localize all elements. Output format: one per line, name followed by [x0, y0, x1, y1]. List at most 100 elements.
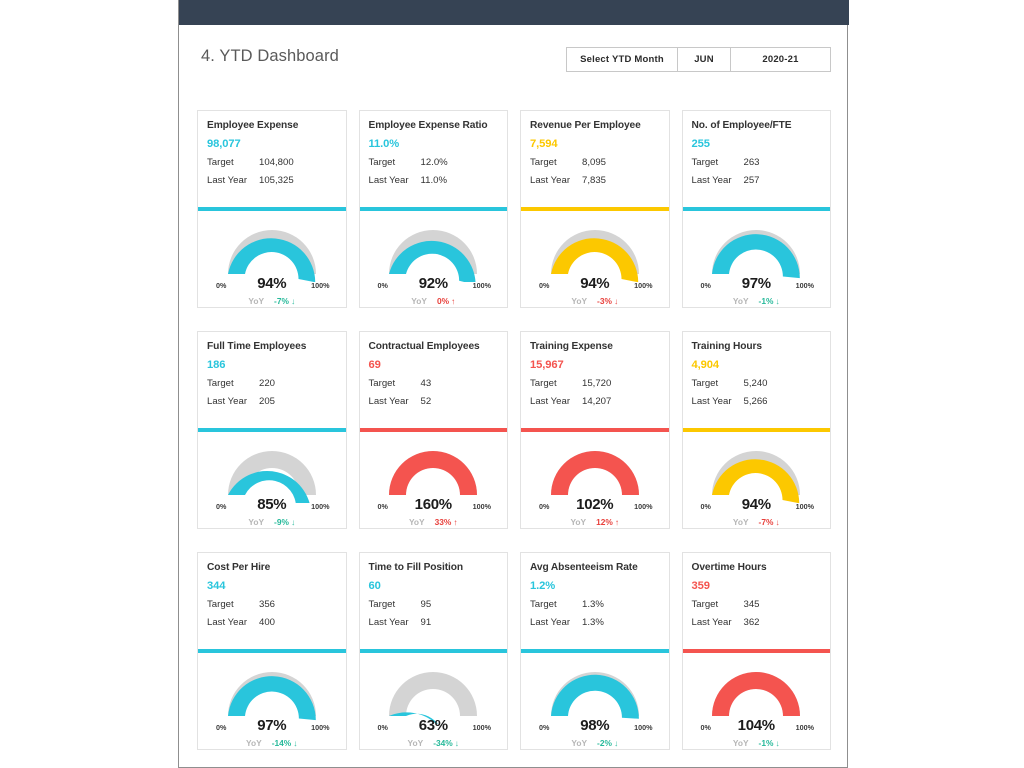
- gauge-percent-value: 85%: [257, 496, 287, 513]
- kpi-target-label: Target: [207, 157, 234, 168]
- kpi-target-value: 5,240: [743, 378, 768, 389]
- kpi-target-row: Target 5,240: [692, 378, 822, 389]
- selected-month-value[interactable]: JUN: [678, 47, 731, 72]
- kpi-target-row: Target 104,800: [207, 157, 337, 168]
- kpi-target-row: Target 356: [207, 599, 337, 610]
- kpi-current-value: 344: [207, 580, 226, 592]
- kpi-card[interactable]: Full Time Employees 186 Target 220 Last Year…: [197, 331, 347, 529]
- kpi-last-year-row: Last Year 5,266: [692, 396, 822, 407]
- yoy-percent: -1%: [758, 296, 774, 306]
- yoy-percent: -3%: [597, 296, 612, 306]
- kpi-card[interactable]: Training Hours 4,904 Target 5,240 Last Year 5…: [681, 331, 831, 529]
- gauge-min-label: 0%: [539, 723, 550, 732]
- kpi-last-year-label: Last Year: [530, 617, 571, 628]
- kpi-last-year-label: Last Year: [530, 396, 571, 407]
- kpi-target-label: Target: [530, 378, 557, 389]
- kpi-yoy-row: YoY -14% ↓: [198, 738, 346, 748]
- selected-year-value[interactable]: 2020-21: [731, 47, 831, 72]
- kpi-card[interactable]: Time to Fill Position 60 Target 95 Last Year…: [358, 552, 508, 750]
- yoy-label: YoY: [732, 738, 749, 748]
- yoy-label: YoY: [248, 296, 265, 306]
- kpi-card-header: Employee Expense Ratio 11.0% Target 12.0% La…: [360, 111, 508, 205]
- gauge-percent-value: 63%: [418, 717, 448, 734]
- kpi-current-value: 255: [691, 138, 710, 150]
- kpi-gauge: 0% 94% 100% YoY -7% ↓: [683, 438, 831, 528]
- yoy-arrow-icon: ↓: [613, 738, 619, 748]
- kpi-target-row: Target 15,720: [530, 378, 660, 389]
- kpi-last-year-value: 14,207: [582, 396, 612, 407]
- yoy-percent: -2%: [597, 738, 612, 748]
- kpi-accent-bar: [359, 207, 507, 211]
- kpi-last-year-value: 52: [420, 396, 432, 407]
- kpi-card[interactable]: Cost Per Hire 344 Target 356 Last Year 400 0% 9…: [197, 552, 347, 750]
- kpi-gauge: 0% 94% 100% YoY -3% ↓: [521, 217, 669, 307]
- gauge-min-label: 0%: [700, 502, 711, 511]
- yoy-label: YoY: [732, 517, 749, 527]
- kpi-last-year-row: Last Year 362: [692, 617, 822, 628]
- gauge-min-label: 0%: [539, 281, 550, 290]
- kpi-card[interactable]: No. of Employee/FTE 255 Target 263 Last Year…: [681, 110, 831, 308]
- kpi-last-year-row: Last Year 400: [207, 617, 337, 628]
- kpi-title: Training Hours: [691, 341, 763, 352]
- yoy-percent: 0%: [436, 296, 450, 306]
- yoy-label: YoY: [407, 738, 424, 748]
- kpi-title: No. of Employee/FTE: [691, 120, 792, 131]
- kpi-card[interactable]: Avg Absenteeism Rate 1.2% Target 1.3% Last Y…: [520, 552, 670, 750]
- kpi-card-grid: Employee Expense 98,077 Target 104,800 Last …: [179, 110, 849, 768]
- kpi-card[interactable]: Revenue Per Employee 7,594 Target 8,095 Last…: [520, 110, 670, 308]
- yoy-value: -9% ↓: [274, 517, 295, 527]
- gauge-max-label: 100%: [634, 502, 653, 511]
- kpi-card[interactable]: Overtime Hours 359 Target 345 Last Year 362 0%…: [681, 552, 831, 750]
- yoy-arrow-icon: ↓: [775, 517, 780, 527]
- kpi-last-year-label: Last Year: [368, 396, 409, 407]
- yoy-label: YoY: [732, 296, 749, 306]
- kpi-card[interactable]: Employee Expense Ratio 11.0% Target 12.0% La…: [358, 110, 508, 308]
- yoy-percent: -7%: [758, 517, 774, 527]
- kpi-gauge: 0% 97% 100% YoY -1% ↓: [683, 217, 831, 307]
- kpi-card-row: Cost Per Hire 344 Target 356 Last Year 400 0% 9…: [179, 552, 849, 750]
- kpi-target-value: 1.3%: [582, 599, 604, 610]
- gauge-min-label: 0%: [216, 281, 227, 290]
- kpi-card-header: Full Time Employees 186 Target 220 Last Year…: [198, 332, 346, 426]
- yoy-label: YoY: [570, 517, 587, 527]
- gauge-max-label: 100%: [311, 281, 330, 290]
- kpi-card[interactable]: Contractual Employees 69 Target 43 Last Year…: [358, 331, 508, 529]
- kpi-current-value: 11.0%: [368, 138, 400, 150]
- kpi-card-header: Revenue Per Employee 7,594 Target 8,095 Last…: [521, 111, 669, 205]
- kpi-target-value: 95: [420, 599, 432, 610]
- kpi-target-label: Target: [530, 599, 557, 610]
- gauge-percent-value: 94%: [580, 275, 610, 292]
- kpi-card-header: Cost Per Hire 344 Target 356 Last Year 400: [198, 553, 346, 647]
- gauge-arc-icon: [712, 230, 801, 279]
- yoy-percent: -7%: [274, 296, 289, 306]
- kpi-title: Full Time Employees: [207, 341, 307, 352]
- kpi-gauge: 0% 102% 100% YoY 12% ↑: [521, 438, 669, 528]
- kpi-target-label: Target: [368, 157, 396, 168]
- kpi-yoy-row: YoY -3% ↓: [521, 296, 669, 306]
- gauge-arc-icon: [389, 230, 478, 282]
- ytd-month-selector[interactable]: Select YTD Month JUN 2020-21: [566, 47, 831, 72]
- kpi-last-year-row: Last Year 7,835: [530, 175, 660, 186]
- gauge-max-label: 100%: [311, 502, 330, 511]
- kpi-card-row: Employee Expense 98,077 Target 104,800 Last …: [179, 110, 849, 308]
- kpi-card[interactable]: Training Expense 15,967 Target 15,720 Last Y…: [520, 331, 670, 529]
- yoy-value: -7% ↓: [759, 517, 780, 527]
- kpi-accent-bar: [682, 207, 830, 211]
- gauge-arc-icon: [712, 451, 801, 503]
- gauge-min-label: 0%: [377, 723, 388, 732]
- gauge-arc-icon: [712, 672, 801, 716]
- kpi-last-year-value: 205: [259, 396, 276, 407]
- kpi-target-label: Target: [207, 599, 234, 610]
- kpi-card[interactable]: Employee Expense 98,077 Target 104,800 Last …: [197, 110, 347, 308]
- gauge-arc-icon: [227, 672, 316, 721]
- gauge-percent-value: 98%: [580, 717, 610, 734]
- kpi-last-year-row: Last Year 52: [369, 396, 499, 407]
- kpi-last-year-value: 257: [743, 175, 760, 186]
- kpi-target-label: Target: [691, 599, 719, 610]
- kpi-accent-bar: [682, 428, 830, 432]
- gauge-percent-value: 160%: [414, 496, 452, 513]
- gauge-min-label: 0%: [700, 723, 711, 732]
- kpi-card-row: Full Time Employees 186 Target 220 Last Year…: [179, 331, 849, 529]
- kpi-target-row: Target 345: [692, 599, 822, 610]
- kpi-title: Training Expense: [530, 341, 613, 352]
